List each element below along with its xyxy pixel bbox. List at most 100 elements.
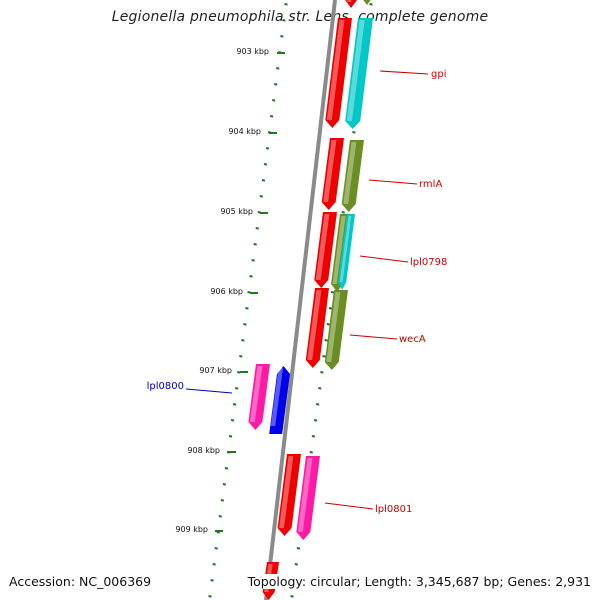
gene-label-lpl0798[interactable]: lpl0798 xyxy=(359,255,447,268)
outer-tick xyxy=(322,355,326,358)
inner-tick xyxy=(218,515,222,518)
gene-red-3[interactable] xyxy=(314,212,337,288)
kbp-label: 904 kbp xyxy=(228,127,261,136)
gene-partial-top-olive[interactable] xyxy=(361,0,374,5)
inner-tick xyxy=(239,355,243,358)
gene-body[interactable] xyxy=(361,0,374,5)
kbp-label: 903 kbp xyxy=(236,47,269,56)
gene-body[interactable] xyxy=(248,364,270,430)
outer-tick xyxy=(296,547,301,550)
inner-tick xyxy=(263,163,268,166)
kbp-mark-906: 906 kbp xyxy=(210,287,258,296)
gene-highlight xyxy=(339,216,352,282)
inner-tick xyxy=(232,403,237,406)
kbp-mark-904: 904 kbp xyxy=(228,127,277,136)
gene-label-text: lpl0801 xyxy=(375,504,412,515)
gene-weca[interactable] xyxy=(324,290,348,370)
genome-backbone xyxy=(264,0,337,600)
gene-label-lpl0800[interactable]: lpl0800 xyxy=(147,381,233,394)
kbp-label: 909 kbp xyxy=(175,525,208,534)
accession-text: Accession: NC_006369 xyxy=(9,574,152,589)
inner-tick xyxy=(224,467,229,470)
gene-label-gpi[interactable]: gpi xyxy=(379,69,446,80)
inner-tick xyxy=(259,195,264,198)
gene-label-rmla[interactable]: rmlA xyxy=(368,179,442,190)
gene-body[interactable] xyxy=(314,212,337,288)
gene-lpl0800-blue[interactable] xyxy=(269,366,290,434)
gene-highlight xyxy=(326,292,341,362)
inner-tick xyxy=(237,371,241,374)
gene-label-text: gpi xyxy=(431,69,446,80)
gene-gpi[interactable] xyxy=(345,18,373,129)
inner-tick xyxy=(235,387,239,390)
gene-lpl0800-magenta[interactable] xyxy=(248,364,270,430)
gene-label-lpl0801[interactable]: lpl0801 xyxy=(324,502,412,515)
kbp-label: 906 kbp xyxy=(210,287,243,296)
gene-body[interactable] xyxy=(338,214,355,290)
gene-lpl0798[interactable] xyxy=(338,214,355,290)
gene-label-text: lpl0800 xyxy=(147,381,184,392)
gene-highlight xyxy=(249,366,263,422)
outer-tick xyxy=(369,3,373,6)
gene-highlight xyxy=(315,214,330,280)
gene-body[interactable] xyxy=(325,18,352,128)
inner-tick xyxy=(265,147,270,150)
gene-labels[interactable]: gpi rmlA lpl0798 wecA lpl0800 lpl0801 xyxy=(147,69,448,515)
gene-rmla[interactable] xyxy=(341,140,364,212)
outer-tick xyxy=(328,307,333,310)
inner-tick xyxy=(255,227,259,230)
inner-tick xyxy=(245,307,249,310)
gene-body[interactable] xyxy=(341,140,364,212)
inner-tick xyxy=(282,19,286,22)
gene-highlight xyxy=(307,290,322,360)
gene-red-4[interactable] xyxy=(305,288,329,368)
gene-body[interactable] xyxy=(277,454,301,536)
inner-tick xyxy=(212,563,216,566)
inner-tick xyxy=(251,259,255,262)
kbp-mark-903: 903 kbp xyxy=(236,47,285,56)
gene-partial-top-red[interactable] xyxy=(345,0,358,8)
inner-tick xyxy=(216,531,220,534)
inner-tick xyxy=(220,499,225,502)
gene-body[interactable] xyxy=(345,0,358,8)
gene-highlight xyxy=(346,20,365,121)
gene-body[interactable] xyxy=(269,366,290,434)
kbp-mark-907: 907 kbp xyxy=(199,366,248,375)
outer-tick xyxy=(311,435,316,438)
gene-lpl0801[interactable] xyxy=(296,456,320,540)
gene-features[interactable] xyxy=(248,0,374,600)
kbp-label: 905 kbp xyxy=(220,207,253,216)
inner-tick xyxy=(276,67,280,70)
kbp-scale: 903 kbp 904 kbp 905 kbp 906 kbp 907 kbp … xyxy=(175,47,285,534)
inner-tick xyxy=(280,35,284,38)
gene-red-2[interactable] xyxy=(321,138,344,210)
gene-highlight xyxy=(279,456,294,528)
inner-tick xyxy=(274,83,278,86)
gene-label-text: lpl0798 xyxy=(410,257,447,268)
gene-label-weca[interactable]: wecA xyxy=(349,334,426,345)
gene-body[interactable] xyxy=(321,138,344,210)
inner-tick xyxy=(249,275,253,278)
gene-red-1[interactable] xyxy=(325,18,352,128)
inner-tick xyxy=(214,547,218,550)
kbp-mark-908: 908 kbp xyxy=(187,446,236,455)
outer-tick xyxy=(352,131,356,134)
kbp-mark-909: 909 kbp xyxy=(175,525,223,534)
inner-tick xyxy=(208,595,212,598)
gene-body[interactable] xyxy=(305,288,329,368)
outer-tick xyxy=(330,291,335,294)
gene-body[interactable] xyxy=(296,456,320,540)
outer-tick xyxy=(315,403,320,406)
outer-tick xyxy=(294,563,298,566)
inner-tick xyxy=(230,419,235,422)
inner-tick xyxy=(222,483,227,486)
inner-tick xyxy=(241,339,245,342)
gene-label-text: wecA xyxy=(399,334,426,345)
gene-body[interactable] xyxy=(345,18,373,129)
inner-tick xyxy=(271,99,276,102)
gene-red-5[interactable] xyxy=(277,454,301,536)
gene-body[interactable] xyxy=(324,290,348,370)
outer-tick xyxy=(318,387,322,390)
inner-tick xyxy=(269,115,274,118)
